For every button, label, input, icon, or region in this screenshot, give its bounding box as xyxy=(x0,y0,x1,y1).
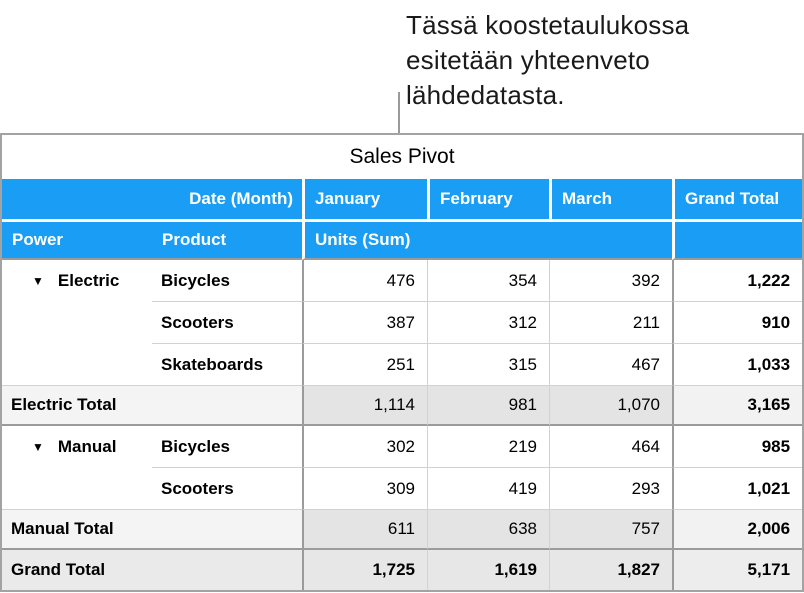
disclosure-triangle-icon[interactable]: ▼ xyxy=(32,440,44,454)
cell-value[interactable]: 419 xyxy=(427,468,549,510)
header-row-fields: Power Product Units (Sum) xyxy=(2,222,803,260)
row-label-product[interactable]: Bicycles xyxy=(152,426,302,468)
disclosure-triangle-icon[interactable]: ▼ xyxy=(32,274,44,288)
group-electric-cell[interactable]: ▼ Electric xyxy=(2,260,152,386)
header-march[interactable]: March xyxy=(549,179,672,222)
electric-total-label[interactable]: Electric Total xyxy=(2,386,302,426)
cell-row-total[interactable]: 985 xyxy=(672,426,803,468)
cell-value[interactable]: 464 xyxy=(549,426,672,468)
grand-total-row: Grand Total 1,725 1,619 1,827 5,171 xyxy=(2,550,803,590)
header-power[interactable]: Power xyxy=(2,222,152,260)
cell-value[interactable]: 392 xyxy=(549,260,672,302)
cell-value[interactable]: 387 xyxy=(302,302,427,344)
row-label-product[interactable]: Bicycles xyxy=(152,260,302,302)
cell-subtotal[interactable]: 757 xyxy=(549,510,672,550)
header-february[interactable]: February xyxy=(427,179,549,222)
cell-subtotal-grand[interactable]: 2,006 xyxy=(672,510,803,550)
cell-row-total[interactable]: 1,033 xyxy=(672,344,803,386)
group-manual-cell[interactable]: ▼ Manual xyxy=(2,426,152,510)
table-row: ▼ Manual Bicycles 302 219 464 985 xyxy=(2,426,803,510)
cell-grand-value[interactable]: 1,619 xyxy=(427,550,549,590)
row-label-product[interactable]: Skateboards xyxy=(152,344,302,386)
cell-subtotal[interactable]: 981 xyxy=(427,386,549,426)
group-electric-label: Electric xyxy=(57,271,120,290)
cell-value[interactable]: 476 xyxy=(302,260,427,302)
electric-total-row: Electric Total 1,114 981 1,070 3,165 xyxy=(2,386,803,426)
table-row: Skateboards 251 315 467 1,033 xyxy=(2,344,803,386)
cell-row-total[interactable]: 910 xyxy=(672,302,803,344)
sales-pivot-table: Sales Pivot Date (Month) January Februar… xyxy=(2,135,803,590)
table-row: Scooters 309 419 293 1,021 xyxy=(2,468,803,510)
cell-value[interactable]: 251 xyxy=(302,344,427,386)
table-title[interactable]: Sales Pivot xyxy=(349,145,455,168)
cell-subtotal[interactable]: 1,114 xyxy=(302,386,427,426)
cell-value[interactable]: 315 xyxy=(427,344,549,386)
callout-text: Tässä koostetaulukossa esitetään yhteenv… xyxy=(406,8,689,113)
pivot-table: Sales Pivot Date (Month) January Februar… xyxy=(0,133,804,592)
cell-grand-value[interactable]: 1,725 xyxy=(302,550,427,590)
callout-connector-line xyxy=(398,92,400,133)
table-title-row: Sales Pivot xyxy=(2,135,802,179)
table-row: Scooters 387 312 211 910 xyxy=(2,302,803,344)
cell-row-total[interactable]: 1,021 xyxy=(672,468,803,510)
header-units-sum[interactable]: Units (Sum) xyxy=(302,222,672,260)
header-january[interactable]: January xyxy=(302,179,427,222)
group-manual-label: Manual xyxy=(57,437,117,456)
callout-line-3: lähdedatasta. xyxy=(406,80,565,110)
header-date-month[interactable]: Date (Month) xyxy=(2,179,302,222)
cell-row-total[interactable]: 1,222 xyxy=(672,260,803,302)
cell-value[interactable]: 293 xyxy=(549,468,672,510)
table-row: ▼ Electric Bicycles 476 354 392 1,222 xyxy=(2,260,803,386)
cell-subtotal[interactable]: 638 xyxy=(427,510,549,550)
header-grand-total[interactable]: Grand Total xyxy=(672,179,803,222)
cell-value[interactable]: 467 xyxy=(549,344,672,386)
header-row-months: Date (Month) January February March Gran… xyxy=(2,179,803,222)
cell-value[interactable]: 309 xyxy=(302,468,427,510)
cell-subtotal[interactable]: 611 xyxy=(302,510,427,550)
header-grand-total-spacer xyxy=(672,222,803,260)
cell-value[interactable]: 219 xyxy=(427,426,549,468)
row-label-product[interactable]: Scooters xyxy=(152,468,302,510)
cell-subtotal[interactable]: 1,070 xyxy=(549,386,672,426)
row-label-product[interactable]: Scooters xyxy=(152,302,302,344)
header-product[interactable]: Product xyxy=(152,222,302,260)
grand-total-label[interactable]: Grand Total xyxy=(2,550,302,590)
cell-value[interactable]: 211 xyxy=(549,302,672,344)
cell-value[interactable]: 302 xyxy=(302,426,427,468)
cell-value[interactable]: 354 xyxy=(427,260,549,302)
callout-line-2: esitetään yhteenveto xyxy=(406,45,650,75)
manual-total-row: Manual Total 611 638 757 2,006 xyxy=(2,510,803,550)
cell-subtotal-grand[interactable]: 3,165 xyxy=(672,386,803,426)
cell-grand-grand-total[interactable]: 5,171 xyxy=(672,550,803,590)
cell-value[interactable]: 312 xyxy=(427,302,549,344)
callout-line-1: Tässä koostetaulukossa xyxy=(406,10,690,40)
manual-total-label[interactable]: Manual Total xyxy=(2,510,302,550)
cell-grand-value[interactable]: 1,827 xyxy=(549,550,672,590)
